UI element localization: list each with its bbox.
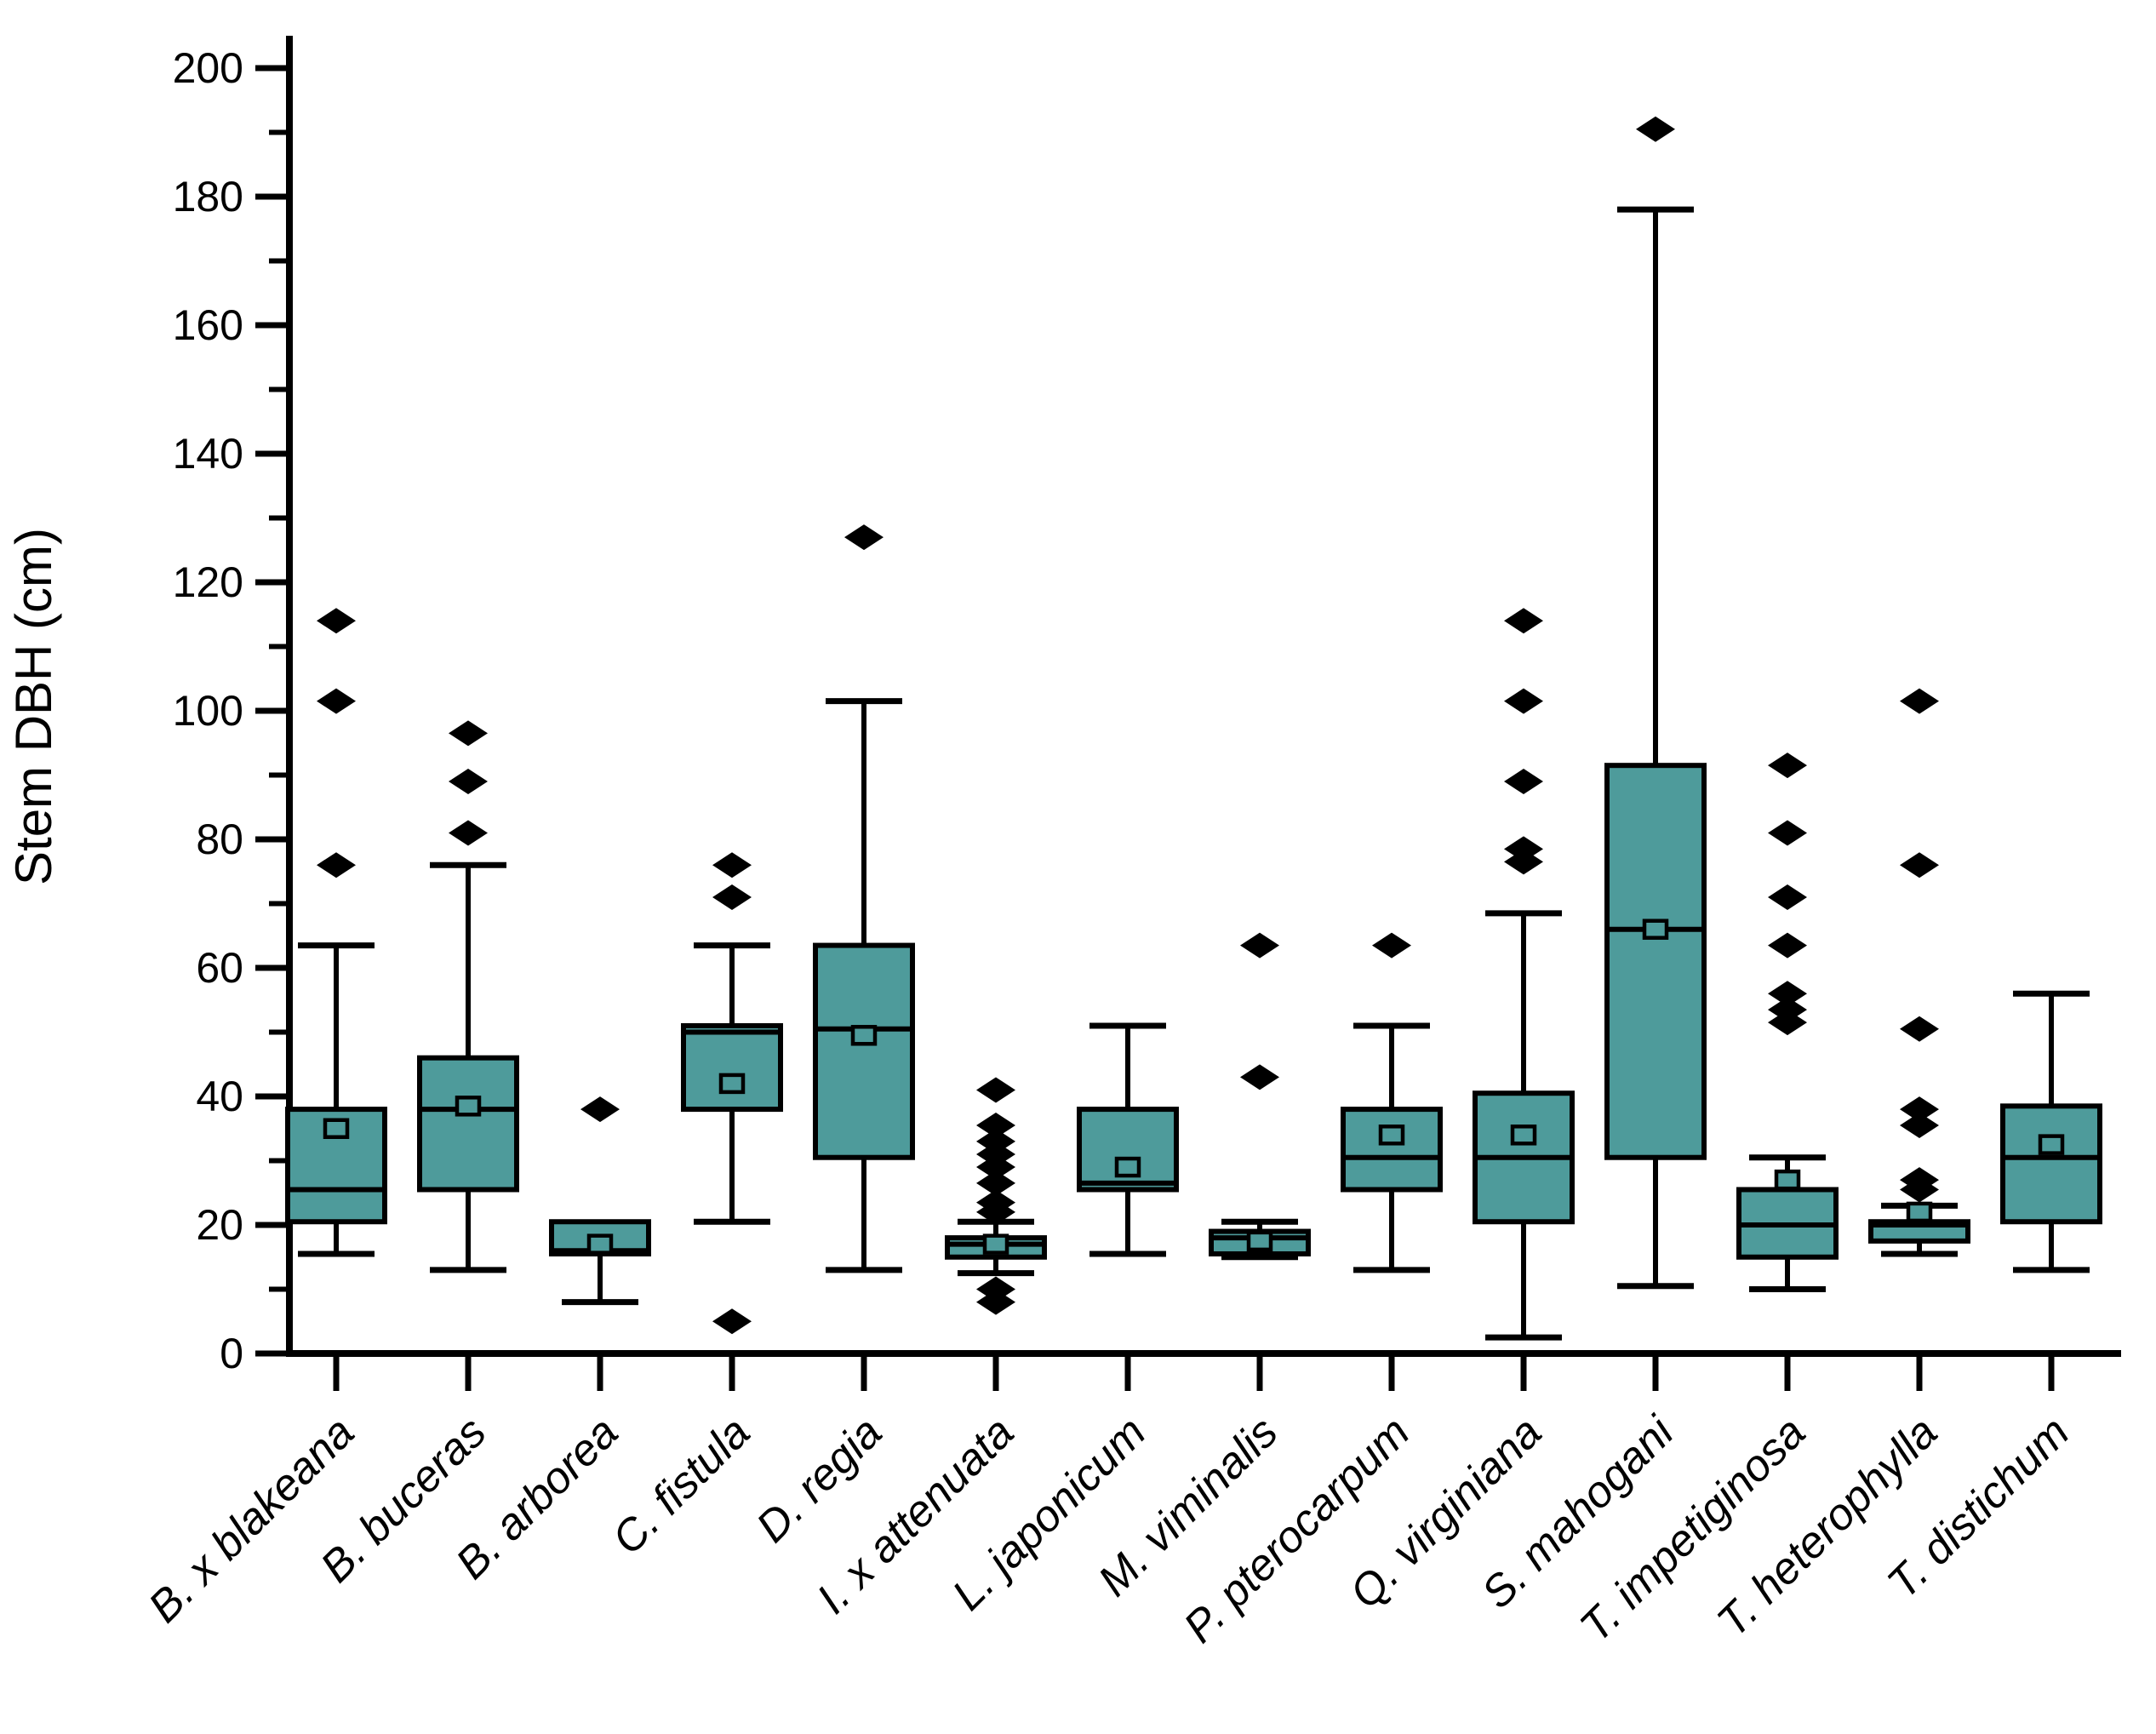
outlier-marker	[1900, 1016, 1939, 1042]
x-category-label-t-impetiginosa: T. impetiginosa	[1571, 1407, 1816, 1651]
mean-marker	[1114, 1156, 1141, 1178]
outlier-marker	[976, 1112, 1015, 1138]
mean-marker	[718, 1073, 746, 1095]
mean-marker	[1906, 1201, 1933, 1223]
outlier-marker	[1900, 1167, 1939, 1193]
outlier-marker	[1240, 1064, 1279, 1090]
outlier-marker	[976, 1154, 1015, 1181]
mean-marker	[1774, 1169, 1801, 1191]
boxplot-l-japonicum	[1077, 1022, 1179, 1257]
outlier-marker	[976, 1128, 1015, 1154]
y-axis-title: Stem DBH (cm)	[5, 528, 62, 885]
outlier-marker	[449, 820, 488, 846]
boxplot-t-impetiginosa	[1736, 753, 1839, 1292]
outlier-marker	[317, 608, 356, 634]
outlier-marker	[1504, 688, 1543, 714]
outlier-marker	[976, 1141, 1015, 1167]
iqr-box	[1077, 1107, 1179, 1193]
outlier-marker	[1768, 884, 1807, 910]
outlier-marker	[1900, 1112, 1939, 1138]
y-tick-label: 100	[173, 687, 243, 735]
y-tick-label: 80	[196, 815, 243, 863]
outlier-marker	[1768, 820, 1807, 846]
boxplot-t-heterophylla	[1868, 688, 1970, 1257]
outlier-marker	[1768, 1010, 1807, 1036]
y-tick-label: 160	[173, 301, 243, 349]
y-tick-label: 180	[173, 173, 243, 220]
outlier-marker	[1372, 932, 1411, 959]
plot-area: 0 20 40 60 80 100 120 140 160 180 200 B. x blakeana…	[140, 36, 2121, 1652]
outlier-marker	[317, 852, 356, 878]
outlier-marker	[976, 1189, 1015, 1216]
x-category-label-p-pterocarpum: P. pterocarpum	[1175, 1407, 1420, 1652]
mean-marker	[1642, 919, 1669, 940]
mean-marker	[850, 1025, 878, 1046]
outlier-marker	[1900, 852, 1939, 878]
iqr-box	[1604, 763, 1707, 1160]
outlier-marker	[1768, 932, 1807, 959]
y-tick-label: 140	[173, 430, 243, 478]
outlier-marker	[1900, 1096, 1939, 1123]
outlier-marker	[844, 524, 884, 551]
iqr-box	[813, 942, 915, 1160]
mean-marker	[1378, 1125, 1405, 1146]
y-tick-label: 0	[220, 1330, 243, 1377]
outlier-marker	[712, 884, 752, 910]
outlier-marker	[976, 1170, 1015, 1196]
outlier-marker	[712, 852, 752, 878]
outlier-marker	[580, 1096, 620, 1123]
x-category-label-b-x-blakeana: B. x blakeana	[140, 1407, 364, 1632]
boxplot-b-arborea	[549, 1096, 651, 1306]
outlier-marker	[712, 1308, 752, 1335]
outlier-marker	[976, 1289, 1015, 1315]
outlier-marker	[449, 769, 488, 795]
y-tick-label: 20	[196, 1201, 243, 1249]
boxplot-q-virginiana	[1473, 608, 1575, 1341]
outlier-marker	[317, 688, 356, 714]
boxplot-b-x-blakeana	[285, 608, 387, 1257]
iqr-box	[1341, 1107, 1443, 1193]
outlier-marker	[1504, 608, 1543, 634]
boxplot-t-distichum	[2000, 990, 2102, 1273]
mean-marker	[1246, 1230, 1273, 1252]
y-tick-label: 40	[196, 1073, 243, 1120]
mean-marker	[982, 1233, 1009, 1255]
boxplot-s-mahogani	[1604, 116, 1707, 1290]
iqr-box	[417, 1055, 519, 1193]
mean-marker	[323, 1118, 350, 1139]
outlier-marker	[1768, 753, 1807, 779]
outlier-marker	[1636, 116, 1675, 142]
boxplot-b-buceras	[417, 720, 519, 1273]
outlier-marker	[1768, 997, 1807, 1023]
y-tick-label: 60	[196, 944, 243, 992]
boxplot-d-regia	[813, 524, 915, 1273]
y-tick-label: 200	[173, 44, 243, 92]
iqr-box	[2000, 1103, 2102, 1225]
mean-marker	[1510, 1125, 1537, 1146]
boxplot-p-pterocarpum	[1341, 932, 1443, 1273]
axes: 0 20 40 60 80 100 120 140 160 180 200 B. x blakeana…	[140, 36, 2121, 1652]
outlier-marker	[1240, 932, 1279, 959]
boxplot-i-x-attenuata	[945, 1077, 1047, 1315]
mean-marker	[2038, 1134, 2065, 1155]
boxplot-c-fistula	[681, 852, 783, 1335]
iqr-box	[681, 1022, 783, 1113]
outlier-marker	[976, 1077, 1015, 1103]
outlier-marker	[1768, 981, 1807, 1007]
outlier-marker	[1504, 836, 1543, 862]
x-category-label-c-fistula: C. fistula	[603, 1407, 759, 1564]
outlier-marker	[449, 720, 488, 747]
outlier-marker	[1504, 849, 1543, 875]
mean-marker	[455, 1096, 482, 1117]
mean-marker	[586, 1233, 614, 1255]
outlier-marker	[1504, 769, 1543, 795]
outlier-marker	[976, 1276, 1015, 1302]
y-tick-label: 120	[173, 558, 243, 606]
outlier-marker	[1900, 688, 1939, 714]
boxplot-m-viminalis	[1209, 932, 1311, 1261]
